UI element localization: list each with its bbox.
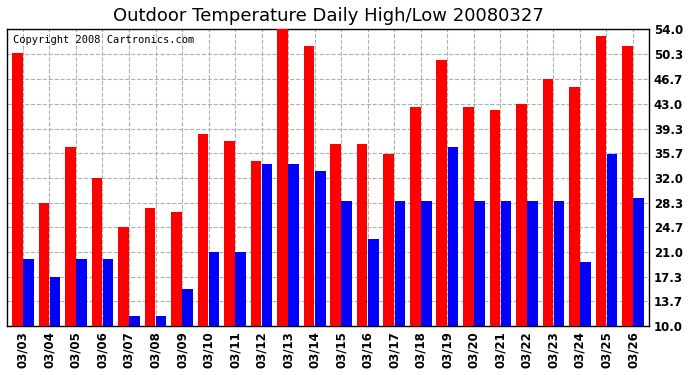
Bar	[235, 252, 246, 375]
Bar	[501, 201, 511, 375]
Bar	[182, 289, 193, 375]
Bar	[50, 277, 60, 375]
Bar	[437, 60, 447, 375]
Bar	[156, 316, 166, 375]
Bar	[516, 104, 526, 375]
Bar	[580, 262, 591, 375]
Bar	[65, 147, 76, 375]
Bar	[622, 46, 633, 375]
Bar	[527, 201, 538, 375]
Bar	[395, 201, 405, 375]
Bar	[342, 201, 352, 375]
Bar	[368, 238, 379, 375]
Bar	[331, 144, 341, 375]
Bar	[489, 110, 500, 375]
Bar	[118, 227, 129, 375]
Bar	[553, 201, 564, 375]
Bar	[277, 29, 288, 375]
Bar	[569, 87, 580, 375]
Bar	[304, 46, 315, 375]
Bar	[39, 203, 49, 375]
Bar	[129, 316, 140, 375]
Bar	[23, 259, 34, 375]
Bar	[209, 252, 219, 375]
Bar	[288, 164, 299, 375]
Bar	[542, 78, 553, 375]
Bar	[145, 208, 155, 375]
Bar	[103, 259, 113, 375]
Bar	[262, 164, 273, 375]
Bar	[92, 178, 102, 375]
Bar	[384, 154, 394, 375]
Bar	[607, 154, 618, 375]
Bar	[76, 259, 87, 375]
Bar	[410, 107, 420, 375]
Bar	[198, 134, 208, 375]
Bar	[357, 144, 368, 375]
Title: Outdoor Temperature Daily High/Low 20080327: Outdoor Temperature Daily High/Low 20080…	[112, 7, 544, 25]
Bar	[633, 198, 644, 375]
Bar	[448, 147, 458, 375]
Bar	[12, 53, 23, 375]
Bar	[463, 107, 473, 375]
Bar	[224, 141, 235, 375]
Bar	[171, 211, 181, 375]
Bar	[595, 36, 607, 375]
Text: Copyright 2008 Cartronics.com: Copyright 2008 Cartronics.com	[13, 35, 195, 45]
Bar	[315, 171, 326, 375]
Bar	[421, 201, 432, 375]
Bar	[474, 201, 485, 375]
Bar	[250, 161, 262, 375]
